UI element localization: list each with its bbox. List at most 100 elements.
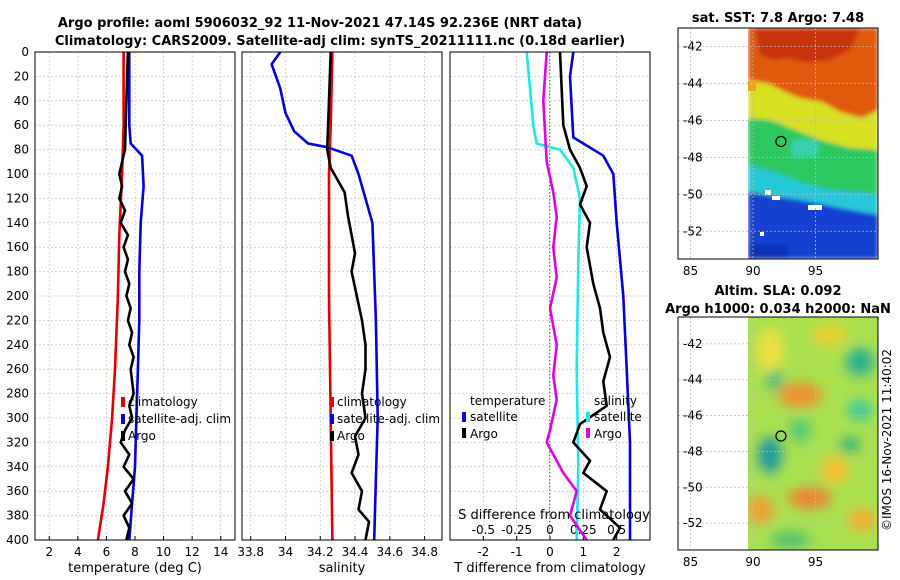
legend-temperature-title: temperature	[470, 394, 545, 408]
sst-axes-box	[677, 27, 879, 260]
depth-tick-label: 180	[6, 265, 29, 279]
difference-series	[525, 52, 632, 540]
x-tick-label: -1	[511, 545, 523, 559]
x-tick-label: 12	[185, 545, 200, 559]
x-tick-label: 34.8	[411, 545, 438, 559]
sla-map-title-line-2: Argo h1000: 0.034 h2000: NaN	[665, 302, 891, 317]
difference-grid	[450, 52, 650, 540]
map-y-tick-label: -50	[683, 187, 703, 201]
legend-swatch-satellite	[462, 412, 466, 422]
x-tick-label: 0	[546, 545, 554, 559]
sst-field	[748, 28, 878, 259]
top-tick-label: 0	[546, 523, 554, 537]
difference-legend-right: salinity satellite Argo	[586, 394, 642, 441]
map-x-tick-label: 95	[808, 264, 823, 278]
legend-satellite-adj: satellite-adj. clim	[128, 412, 231, 426]
difference-axes-box	[449, 51, 651, 541]
x-tick-label: 1	[580, 545, 588, 559]
x-tick-label: 34.2	[307, 545, 334, 559]
depth-tick-label: 300	[6, 411, 29, 425]
legend-swatch-argo	[121, 431, 125, 441]
temperature-legend: climatology satellite-adj. clim Argo	[121, 395, 231, 443]
depth-tick-label: 160	[6, 240, 29, 254]
x-tick-label: -2	[477, 545, 489, 559]
sla-map-title-line-1: Altim. SLA: 0.092	[715, 284, 842, 299]
sst-map-title: sat. SST: 7.8 Argo: 7.48	[692, 11, 864, 26]
map-y-tick-label: -42	[683, 337, 703, 351]
temperature-series	[96, 52, 145, 540]
series-line-temperature-satellite	[525, 52, 582, 540]
x-tick-label: 2	[45, 545, 53, 559]
x-tick-label: 6	[103, 545, 111, 559]
sla-tick-labels: 85 90 95 -42 -44 -46 -48 -50 -52	[683, 337, 823, 569]
depth-tick-label: 240	[6, 338, 29, 352]
legend-argo: Argo	[128, 429, 156, 443]
sla-profile-marker	[775, 430, 787, 442]
difference-panel: -2 -1 0 1 2-0.5 -0.25 0 0.25 0.5 T difference fr…	[449, 51, 651, 576]
map-y-tick-label: -50	[683, 480, 703, 494]
series-line-salinity-satellite	[568, 52, 632, 540]
salinity-tick-labels: 33.8 34 34.2 34.4 34.6 34.8	[237, 545, 438, 559]
map-x-tick-label: 90	[745, 264, 760, 278]
legend-climatology: climatology	[337, 395, 407, 409]
difference-tick-labels: -2 -1 0 1 2-0.5 -0.25 0 0.25 0.5	[472, 523, 627, 559]
series-line-satellite-adj-clim	[128, 52, 145, 540]
map-y-tick-label: -46	[683, 409, 703, 423]
sst-grid	[678, 28, 878, 259]
legend-swatch-satellite	[586, 412, 590, 422]
map-y-tick-label: -52	[683, 224, 703, 238]
salinity-axes-box	[241, 51, 443, 541]
x-tick-label: 34.6	[376, 545, 403, 559]
map-y-tick-label: -46	[683, 113, 703, 127]
x-tick-label: 10	[156, 545, 171, 559]
temperature-tick-labels: 2 4 6 8 10 12 14	[45, 545, 228, 559]
legend-swatch-argo	[462, 428, 466, 438]
series-line-salinity-argo	[541, 52, 588, 540]
sst-tick-labels: 85 90 95 -42 -44 -46 -48 -50 -52	[683, 39, 823, 278]
x-tick-label: 8	[131, 545, 139, 559]
title-line-1: Argo profile: aoml 5906032_92 11-Nov-202…	[58, 16, 582, 31]
legend-satellite-adj: satellite-adj. clim	[337, 412, 440, 426]
series-line-climatology	[96, 52, 125, 540]
legend-salinity-title: salinity	[594, 394, 637, 408]
x-tick-label: 33.8	[237, 545, 264, 559]
difference-legend-left: temperature satellite Argo	[462, 394, 545, 441]
x-tick-label: 4	[74, 545, 82, 559]
imos-watermark: ©IMOS 16-Nov-2021 11:40:02	[880, 349, 894, 531]
depth-tick-label: 320	[6, 435, 29, 449]
series-line-argo	[325, 52, 371, 540]
legend-argo: Argo	[470, 427, 498, 441]
top-tick-label: 0.5	[607, 523, 626, 537]
legend-swatch-climatology	[330, 397, 334, 407]
sst-map-panel: sat. SST: 7.8 Argo: 7.48 85 90 95 -42 -44 -46…	[677, 11, 879, 278]
depth-tick-label: 100	[6, 167, 29, 181]
depth-tick-label: 340	[6, 460, 29, 474]
map-y-tick-label: -48	[683, 150, 703, 164]
legend-satellite: satellite	[594, 410, 642, 424]
depth-tick-label: 120	[6, 191, 29, 205]
depth-tick-label: 80	[14, 143, 29, 157]
x-tick-label: 34	[278, 545, 293, 559]
depth-tick-label: 380	[6, 509, 29, 523]
legend-swatch-satellite-adj	[330, 414, 334, 424]
depth-tick-labels: 0 20 40 60 80 100 120 140 160 180 200 220 240 260 280 3…	[6, 45, 29, 547]
sla-field	[748, 317, 878, 550]
x-tick-label: 34.4	[342, 545, 369, 559]
legend-satellite: satellite	[470, 410, 518, 424]
temperature-xlabel: temperature (deg C)	[68, 561, 202, 576]
legend-swatch-climatology	[121, 397, 125, 407]
salinity-panel: 33.8 34 34.2 34.4 34.6 34.8 salinity climatol…	[237, 51, 443, 576]
legend-argo: Argo	[337, 429, 365, 443]
series-line-satellite-adj-clim	[270, 52, 380, 540]
depth-tick-label: 60	[14, 118, 29, 132]
map-y-tick-label: -44	[683, 373, 703, 387]
title-line-2: Climatology: CARS2009. Satellite-adj cli…	[55, 34, 625, 49]
depth-tick-label: 140	[6, 216, 29, 230]
map-x-tick-label: 90	[745, 555, 760, 569]
x-tick-label: 14	[213, 545, 228, 559]
map-x-tick-label: 85	[683, 264, 698, 278]
difference-top-label: S difference from climatology	[458, 508, 650, 523]
difference-xlabel: T difference from climatology	[453, 561, 646, 576]
depth-tick-label: 20	[14, 69, 29, 83]
